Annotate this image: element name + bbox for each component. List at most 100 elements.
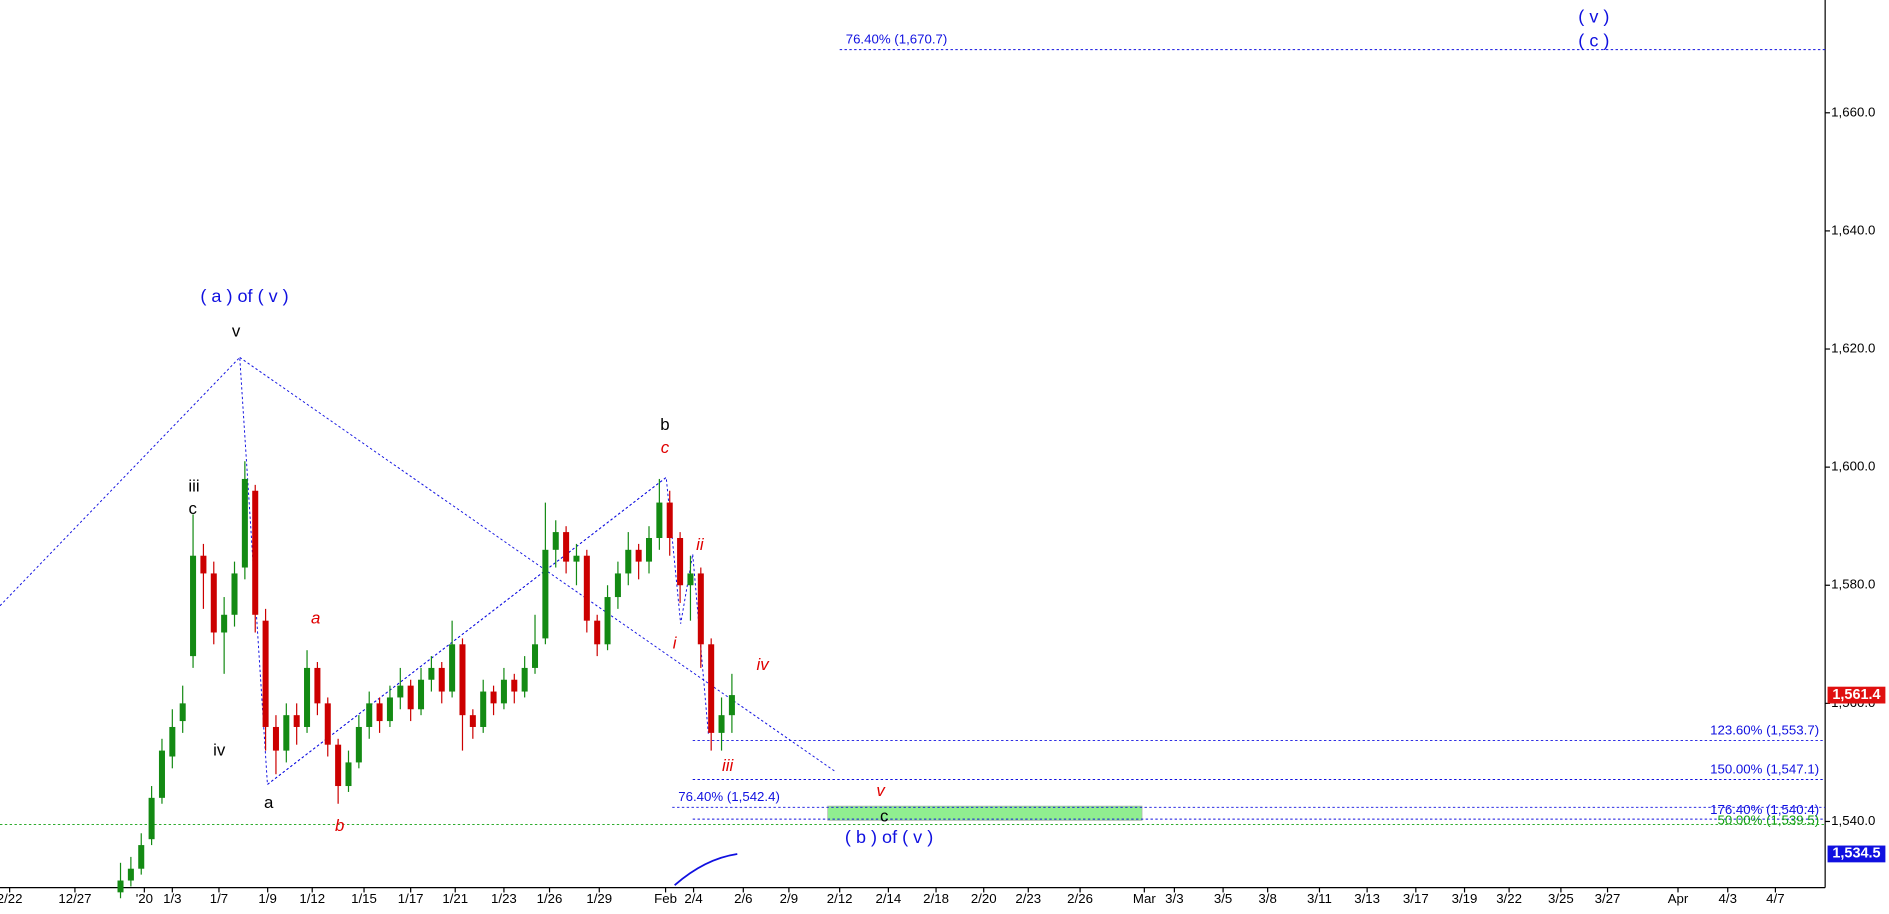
candle-body bbox=[552, 532, 559, 550]
wave-label: b bbox=[660, 415, 669, 434]
x-tick-label: 2/6 bbox=[734, 891, 752, 906]
candle-body bbox=[345, 762, 352, 787]
x-tick-label: 3/17 bbox=[1403, 891, 1429, 906]
candle-body bbox=[614, 573, 621, 598]
wave-label: ( a ) of ( v ) bbox=[200, 286, 288, 306]
candle-body bbox=[127, 868, 134, 881]
x-tick-label: 1/23 bbox=[491, 891, 517, 906]
candle-body bbox=[158, 750, 165, 798]
candle-body bbox=[542, 549, 549, 639]
fib-label: 76.40% (1,542.4) bbox=[678, 789, 780, 804]
wave-label: ( b ) of ( v ) bbox=[845, 827, 933, 847]
candle-body bbox=[728, 695, 735, 716]
candle-body bbox=[697, 573, 704, 645]
x-tick-label: 12/27 bbox=[58, 891, 91, 906]
fib-label: 123.60% (1,553.7) bbox=[1710, 722, 1819, 737]
candle-body bbox=[532, 644, 539, 668]
candle-body bbox=[459, 644, 466, 716]
candle-body bbox=[231, 573, 238, 615]
x-tick-label: 3/25 bbox=[1548, 891, 1574, 906]
x-tick-label: 1/15 bbox=[351, 891, 377, 906]
price-tag-label: 1,534.5 bbox=[1832, 846, 1880, 862]
candle-body bbox=[469, 715, 476, 727]
channel-line bbox=[239, 357, 836, 772]
candle-body bbox=[418, 679, 425, 710]
x-tick-label: 3/8 bbox=[1258, 891, 1276, 906]
wave-label: iii bbox=[188, 476, 199, 495]
x-tick-label: 3/19 bbox=[1452, 891, 1478, 906]
candle-body bbox=[283, 715, 290, 751]
x-tick-label: 1/29 bbox=[586, 891, 612, 906]
candle-body bbox=[314, 667, 321, 704]
candle-body bbox=[583, 555, 590, 621]
wave-label: b bbox=[335, 816, 344, 835]
candle-body bbox=[138, 845, 145, 869]
moving-average bbox=[674, 853, 738, 886]
x-tick-label: 2/26 bbox=[1067, 891, 1093, 906]
candle-body bbox=[635, 549, 642, 562]
candle-body bbox=[304, 667, 311, 727]
wave-label: c bbox=[189, 499, 197, 518]
x-tick-label: 3/22 bbox=[1496, 891, 1522, 906]
candle-body bbox=[190, 555, 197, 657]
x-tick-label: 2/4 bbox=[684, 891, 702, 906]
x-tick-label: 3/3 bbox=[1165, 891, 1183, 906]
x-tick-label: 1/9 bbox=[258, 891, 276, 906]
x-tick-label: 1/3 bbox=[163, 891, 181, 906]
candle-body bbox=[521, 667, 528, 692]
wave-label: ii bbox=[696, 535, 705, 554]
price-tag bbox=[1827, 845, 1886, 863]
fib-label: 50.00% (1,539.5) bbox=[1717, 812, 1819, 827]
x-tick-label: 1/17 bbox=[398, 891, 424, 906]
candle-body bbox=[169, 726, 176, 757]
candle-body bbox=[511, 679, 518, 692]
candle-body bbox=[677, 538, 684, 586]
candle-body bbox=[179, 703, 186, 722]
candle-body bbox=[397, 685, 404, 698]
candle-body bbox=[148, 797, 155, 840]
x-tick-label: 2/20 bbox=[971, 891, 997, 906]
y-tick-label: 1,640.0 bbox=[1831, 222, 1875, 237]
x-tick-label: 2/23 bbox=[1015, 891, 1041, 906]
x-tick-label: 3/27 bbox=[1595, 891, 1621, 906]
candle-body bbox=[594, 620, 601, 645]
candle-body bbox=[656, 502, 663, 539]
candle-body bbox=[407, 685, 414, 710]
target-zone bbox=[827, 805, 1143, 821]
candle-body bbox=[480, 691, 487, 727]
candle-body bbox=[200, 555, 207, 574]
x-tick-label: 3/5 bbox=[1214, 891, 1232, 906]
x-tick-label: Feb bbox=[654, 891, 677, 906]
candle-body bbox=[376, 703, 383, 722]
candle-body bbox=[241, 478, 248, 568]
price-tag bbox=[1827, 686, 1886, 704]
wave-label: v bbox=[876, 781, 886, 800]
fib-label: 76.40% (1,670.7) bbox=[846, 32, 948, 47]
candle-body bbox=[210, 573, 217, 633]
y-tick-label: 1,600.0 bbox=[1831, 459, 1875, 474]
y-tick-label: 1,620.0 bbox=[1831, 341, 1875, 356]
candle-body bbox=[355, 726, 362, 763]
wave-label: c bbox=[880, 806, 888, 825]
x-tick-label: 2/22 bbox=[0, 891, 23, 906]
wave-label: iii bbox=[722, 756, 734, 775]
x-tick-label: 1/26 bbox=[537, 891, 563, 906]
candle-body bbox=[563, 532, 570, 562]
candle-body bbox=[687, 573, 694, 586]
x-tick-label: 2/18 bbox=[923, 891, 949, 906]
wave-label: ( c ) bbox=[1578, 31, 1609, 51]
y-tick-label: 1,580.0 bbox=[1831, 577, 1875, 592]
x-tick-label: 4/3 bbox=[1719, 891, 1737, 906]
x-tick-label: 3/13 bbox=[1354, 891, 1380, 906]
fib-label: 150.00% (1,547.1) bbox=[1710, 761, 1819, 776]
wave-label: i bbox=[673, 634, 678, 653]
candle-body bbox=[573, 555, 580, 562]
x-tick-label: 3/11 bbox=[1307, 891, 1332, 906]
candle-body bbox=[449, 644, 456, 692]
candle-body bbox=[708, 644, 715, 733]
channel-line bbox=[267, 477, 667, 785]
candle-body bbox=[428, 667, 435, 680]
wave-label: iv bbox=[756, 655, 770, 674]
wave-label: c bbox=[661, 438, 670, 457]
